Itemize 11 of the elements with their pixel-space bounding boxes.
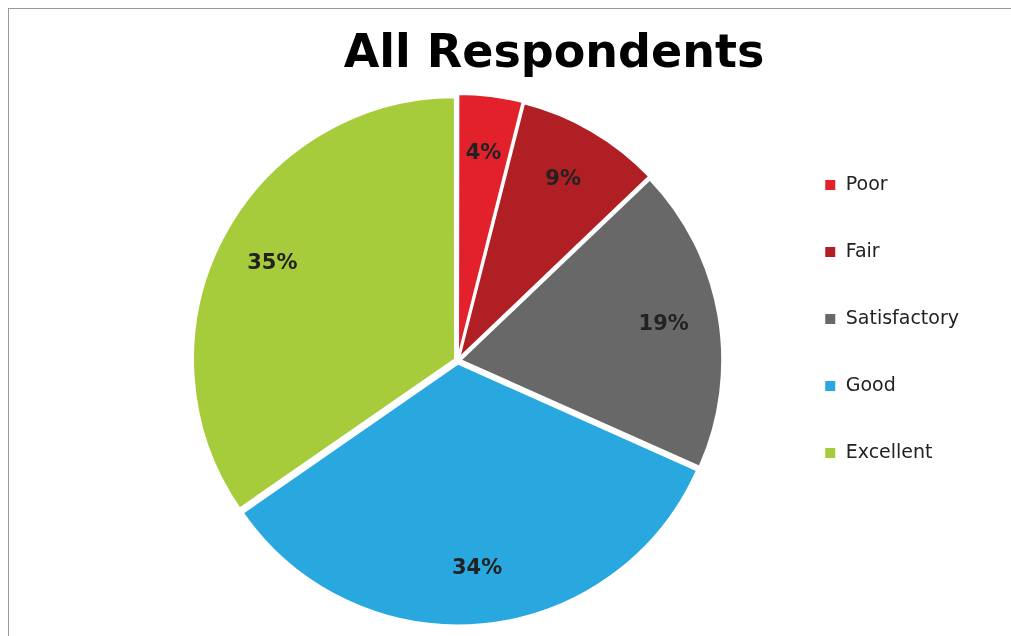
- data-label: 34%: [451, 555, 503, 580]
- data-label: 9%: [545, 166, 581, 191]
- legend-label: Poor: [845, 171, 888, 194]
- legend-label: Excellent: [845, 439, 933, 462]
- legend-label: Satisfactory: [845, 305, 960, 328]
- chart-title: All Respondents: [343, 23, 765, 78]
- data-label: 35%: [247, 250, 298, 275]
- data-label: 19%: [638, 311, 689, 336]
- legend-label: Fair: [845, 238, 880, 261]
- data-label: 4%: [465, 139, 502, 164]
- legend-label: Good: [845, 372, 896, 395]
